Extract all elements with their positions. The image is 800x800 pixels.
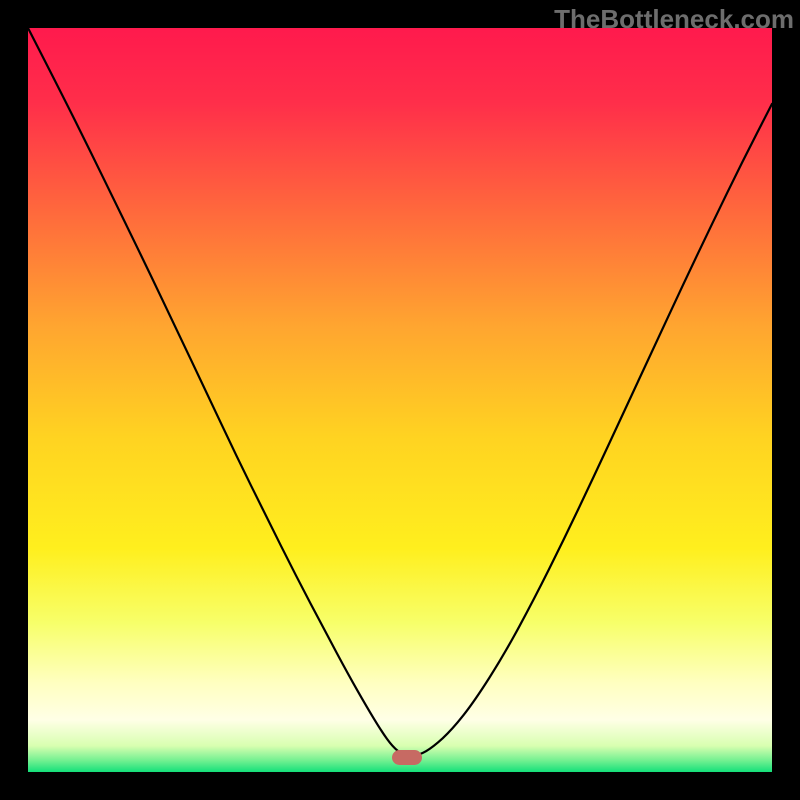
plot-area xyxy=(28,28,772,772)
bottleneck-curve-path xyxy=(28,28,772,756)
chart-container: TheBottleneck.com xyxy=(0,0,800,800)
v-curve xyxy=(28,28,772,772)
optimal-point-marker xyxy=(392,750,422,765)
watermark-text: TheBottleneck.com xyxy=(554,4,794,35)
